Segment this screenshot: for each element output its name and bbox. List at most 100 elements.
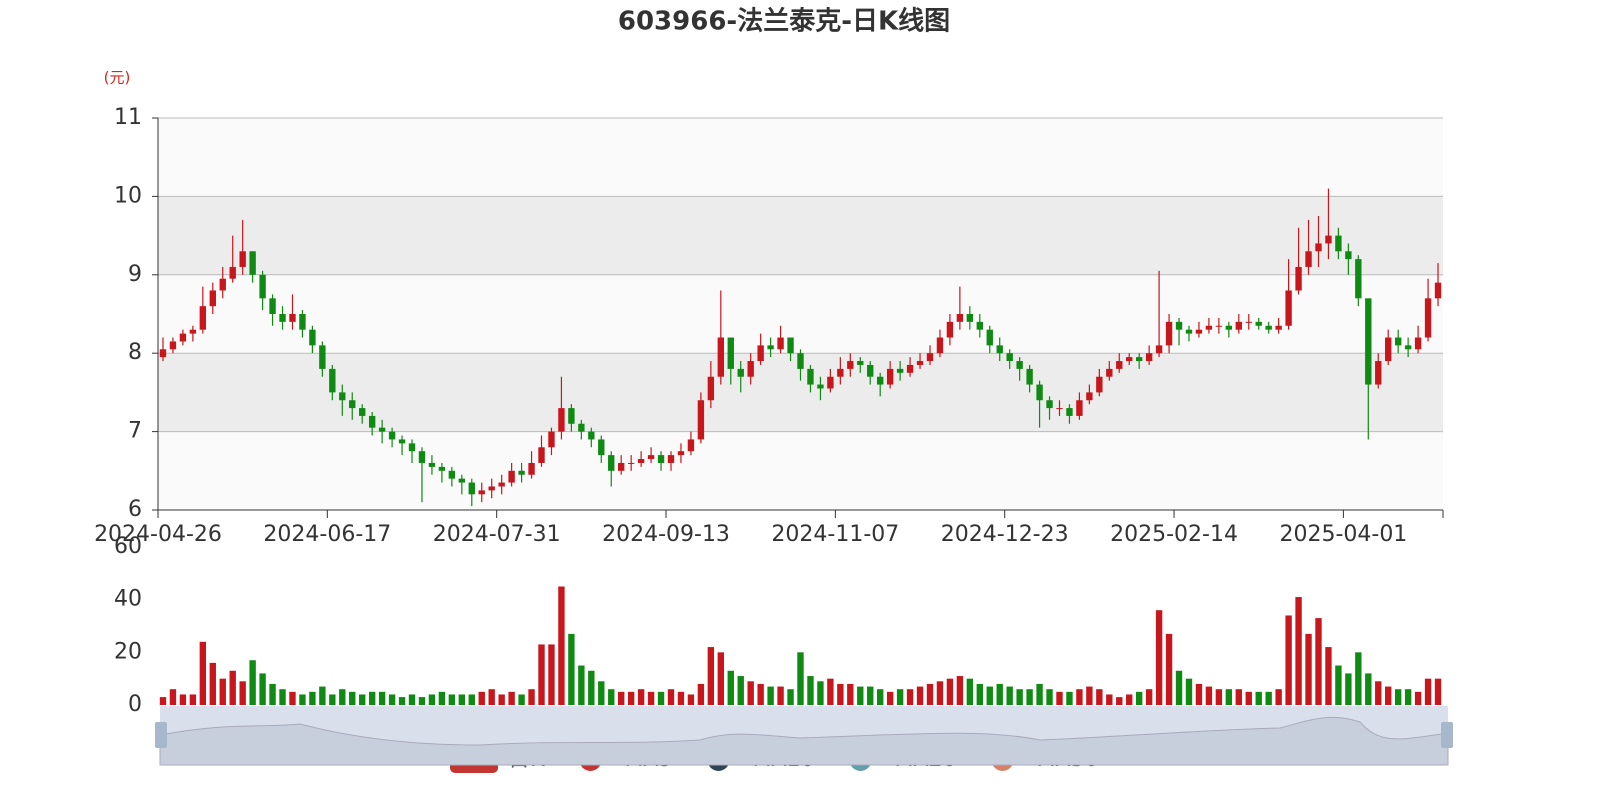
candle-body <box>458 478 466 483</box>
candle-body <box>289 314 296 322</box>
candle-body <box>727 337 734 369</box>
candle-body <box>1205 325 1213 330</box>
zoom-slider[interactable] <box>155 706 1453 766</box>
candle-body <box>478 490 485 495</box>
volume-bar <box>329 694 336 705</box>
volume-bar <box>707 647 715 705</box>
candle-body <box>1335 235 1342 252</box>
y-tick-label: 10 <box>114 183 142 208</box>
candle-body <box>329 368 336 393</box>
volume-bar <box>239 681 246 705</box>
volume-bar <box>1126 694 1133 705</box>
candle-body <box>717 337 724 377</box>
volume-bar <box>209 662 216 705</box>
candle-body <box>976 321 983 330</box>
candle-body <box>339 392 346 401</box>
volume-bar <box>1434 678 1442 705</box>
volume-bar <box>299 694 306 705</box>
candle-body <box>239 251 246 267</box>
volume-bar <box>1375 681 1382 705</box>
volume-bar <box>408 694 416 705</box>
candle-body <box>1414 337 1422 350</box>
volume-bar <box>1185 678 1193 705</box>
volume-bar <box>1414 691 1422 705</box>
volume-tick-label: 60 <box>114 534 142 559</box>
volume-bar <box>1325 647 1332 705</box>
volume-bar <box>1135 691 1143 705</box>
volume-bar <box>508 691 515 705</box>
volume-bar <box>1295 597 1302 705</box>
candle-body <box>1076 400 1083 416</box>
slider-handle[interactable] <box>1441 722 1453 748</box>
candle-body <box>747 361 754 377</box>
candle-body <box>1106 368 1113 377</box>
volume-bar <box>1215 689 1223 705</box>
candle-body <box>229 266 236 279</box>
volume-bar <box>1255 691 1262 705</box>
candle-body <box>378 427 386 432</box>
volume-bar <box>717 652 724 705</box>
x-tick-label: 2025-02-14 <box>1110 522 1238 547</box>
candle-body <box>1434 282 1442 299</box>
volume-bar <box>807 676 814 705</box>
candle-body <box>498 482 505 487</box>
slider-handle[interactable] <box>155 722 167 748</box>
candle-body <box>279 314 286 322</box>
volume-bar <box>598 681 605 705</box>
candle-body <box>1394 337 1402 346</box>
candle-body <box>1026 368 1033 385</box>
volume-bar <box>1145 689 1153 705</box>
volume-bar <box>797 652 804 705</box>
candle-body <box>837 368 844 377</box>
volume-tick-label: 0 <box>128 692 142 717</box>
volume-bar <box>378 691 386 705</box>
candle-body <box>886 368 894 385</box>
volume-bar <box>787 689 794 705</box>
candle-body <box>1295 266 1302 291</box>
candle-body <box>916 361 924 365</box>
volume-bar <box>906 689 914 705</box>
candle-body <box>1155 345 1163 354</box>
candle-body <box>697 400 705 440</box>
volume-tick-label: 20 <box>114 639 142 664</box>
x-tick-label: 2024-09-13 <box>602 522 730 547</box>
candle-body <box>986 329 993 346</box>
y-tick-label: 8 <box>128 340 142 365</box>
candle-body <box>1135 357 1143 362</box>
volume-bar <box>727 670 734 705</box>
candle-body <box>946 321 954 338</box>
volume-bar <box>1245 691 1252 705</box>
volume-bar <box>1385 686 1392 705</box>
candle-body <box>906 364 914 373</box>
candle-body <box>1235 321 1242 330</box>
volume-bar <box>687 694 695 705</box>
candle-body <box>189 329 197 334</box>
candle-body <box>817 384 824 389</box>
volume-bar <box>339 689 346 705</box>
volume-bar <box>1205 686 1213 705</box>
candle-body <box>1275 325 1282 330</box>
volume-bar <box>259 673 266 705</box>
candle-body <box>299 314 306 330</box>
volume-bar <box>926 683 934 705</box>
candle-body <box>1305 251 1312 267</box>
candle-body <box>538 447 545 463</box>
candle-body <box>1375 361 1382 385</box>
candle-body <box>827 376 834 389</box>
volume-bar <box>528 689 535 705</box>
split-area <box>158 431 1443 510</box>
x-tick-label: 2024-04-26 <box>94 522 222 547</box>
candle-body <box>1046 400 1053 409</box>
volume-bar <box>1365 673 1372 705</box>
candle-body <box>1345 251 1352 260</box>
candle-body <box>349 400 356 409</box>
volume-bar <box>309 691 316 705</box>
volume-bar <box>1066 691 1073 705</box>
volume-bar <box>647 691 655 705</box>
volume-bar <box>767 686 774 705</box>
x-tick-label: 2024-11-07 <box>771 522 899 547</box>
candle-body <box>1255 321 1262 326</box>
candle-body <box>767 345 774 350</box>
volume-bar <box>657 691 665 705</box>
